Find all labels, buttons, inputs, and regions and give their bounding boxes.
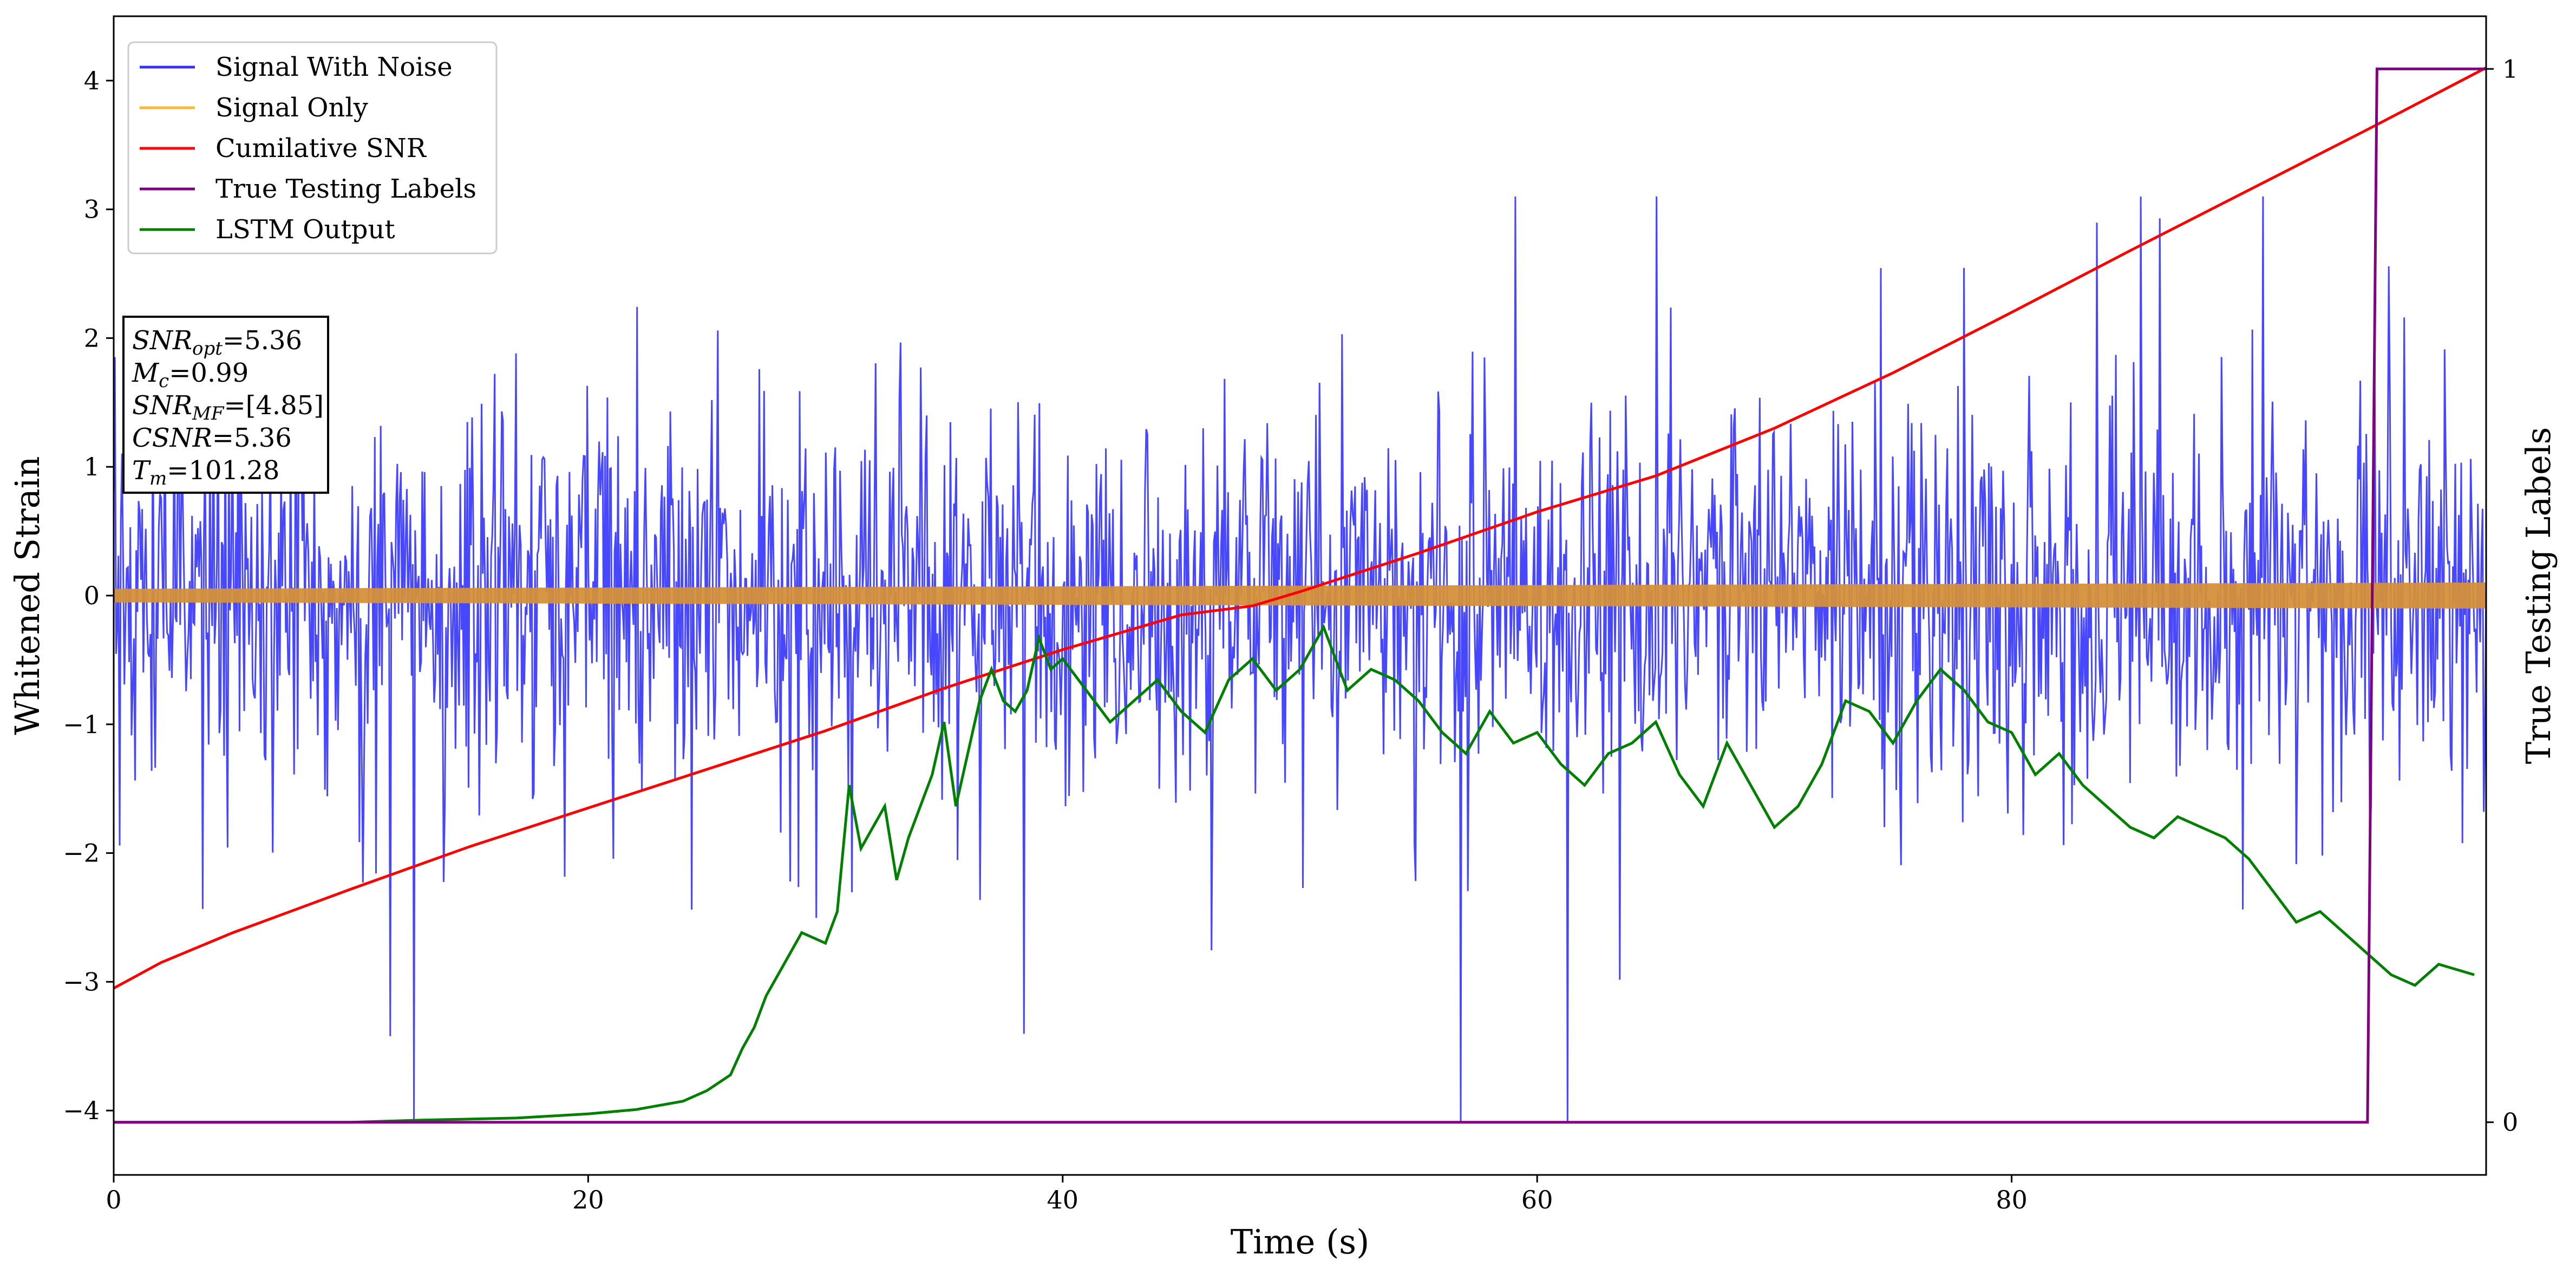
x-tick-label: 60 [1521, 1185, 1553, 1214]
metric-line: SNRMF=[4.85] [132, 390, 324, 424]
y2-tick-label: 0 [2502, 1108, 2518, 1137]
lstm-output-series [114, 624, 2475, 1124]
legend-label: Signal With Noise [215, 52, 453, 82]
y-axis-left: −4 −3 −2 −1 0 1 2 3 4 [63, 66, 114, 1125]
y-tick-label: −4 [63, 1096, 100, 1125]
signal-only-line [114, 582, 2486, 609]
legend-label: True Testing Labels [215, 174, 476, 204]
metric-line: Mc=0.99 [132, 358, 249, 392]
legend-label: Signal Only [215, 93, 368, 123]
cumulative-snr-series [114, 66, 2486, 990]
x-tick-label: 0 [106, 1185, 121, 1214]
x-tick-label: 80 [1996, 1185, 2028, 1214]
legend: Signal With Noise Signal Only Cumilative S… [127, 41, 498, 254]
legend-label: Cumilative SNR [215, 133, 427, 164]
y-tick-label: 3 [84, 195, 100, 224]
x-tick-label: 40 [1047, 1185, 1079, 1214]
y-tick-label: 2 [84, 323, 100, 352]
y-tick-label: 0 [84, 581, 100, 610]
metrics-annotation-box [122, 316, 329, 494]
legend-label: LSTM Output [215, 214, 395, 245]
y-tick-label: −1 [63, 710, 100, 739]
cumulative-snr-line [114, 66, 2486, 990]
metric-line: SNRopt=5.36 [132, 325, 302, 360]
true-testing-labels-series [114, 67, 2486, 1124]
y-axis-right: 01 [2486, 54, 2518, 1137]
y-tick-label: −3 [63, 967, 100, 996]
y2-tick-label: 1 [2502, 54, 2518, 83]
metric-line: Tm=101.28 [132, 455, 279, 489]
x-axis-title: Time (s) [1231, 1222, 1370, 1262]
y-tick-label: −2 [63, 839, 100, 868]
y2-axis-title: True Testing Labels [2519, 427, 2558, 765]
metrics-annotation: SNRopt=5.36Mc=0.99SNRMF=[4.85]CSNR=5.36T… [122, 316, 329, 494]
lstm-output-line [114, 624, 2475, 1124]
y-tick-label: 1 [84, 452, 100, 481]
metric-line: CSNR=5.36 [132, 423, 292, 453]
legend-box [127, 41, 498, 254]
y-axis-title: Whitened Strain [8, 456, 47, 735]
y-tick-label: 4 [84, 66, 100, 95]
signal-only-series [114, 582, 2486, 609]
x-tick-label: 20 [572, 1185, 604, 1214]
true-testing-labels-line [114, 67, 2486, 1124]
x-axis: 0 20 40 60 80 [106, 1175, 2028, 1214]
